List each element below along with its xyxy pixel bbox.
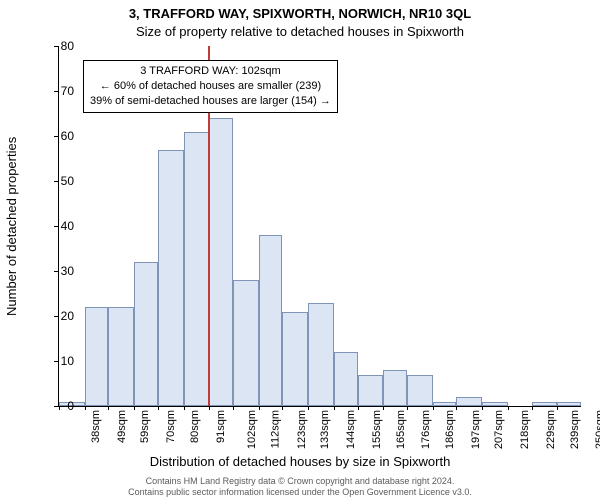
histogram-bar	[209, 118, 233, 406]
footer-line-2: Contains public sector information licen…	[128, 487, 472, 497]
x-tick-label: 59sqm	[139, 410, 151, 443]
x-tick-label: 123sqm	[296, 410, 308, 449]
x-tick-label: 197sqm	[470, 410, 482, 449]
histogram-bar	[433, 402, 457, 407]
title-main: 3, TRAFFORD WAY, SPIXWORTH, NORWICH, NR1…	[0, 6, 600, 21]
y-tick-mark	[54, 136, 58, 137]
x-tick-mark	[407, 406, 408, 410]
x-tick-mark	[532, 406, 533, 410]
x-tick-mark	[433, 406, 434, 410]
x-tick-mark	[508, 406, 509, 410]
x-tick-label: 133sqm	[320, 410, 332, 449]
x-tick-mark	[456, 406, 457, 410]
x-tick-label: 155sqm	[371, 410, 383, 449]
histogram-bar	[85, 307, 109, 406]
x-tick-label: 102sqm	[247, 410, 259, 449]
y-tick-mark	[54, 181, 58, 182]
x-tick-label: 186sqm	[444, 410, 456, 449]
histogram-bar	[407, 375, 433, 407]
y-tick-mark	[54, 406, 58, 407]
x-tick-mark	[134, 406, 135, 410]
x-axis-label: Distribution of detached houses by size …	[0, 454, 600, 469]
x-tick-mark	[158, 406, 159, 410]
y-tick-mark	[54, 361, 58, 362]
x-tick-label: 112sqm	[269, 410, 281, 448]
histogram-bar	[358, 375, 384, 407]
x-tick-mark	[259, 406, 260, 410]
title-sub: Size of property relative to detached ho…	[0, 24, 600, 39]
histogram-bar	[482, 402, 508, 407]
x-tick-label: 70sqm	[165, 410, 177, 443]
x-tick-mark	[233, 406, 234, 410]
x-tick-label: 250sqm	[595, 410, 600, 449]
annotation-line-3: 39% of semi-detached houses are larger (…	[90, 94, 331, 109]
x-tick-mark	[282, 406, 283, 410]
y-tick-mark	[54, 226, 58, 227]
annotation-box: 3 TRAFFORD WAY: 102sqm ← 60% of detached…	[83, 60, 338, 113]
x-tick-label: 91sqm	[215, 410, 227, 443]
x-tick-label: 165sqm	[395, 410, 407, 449]
histogram-bar	[456, 397, 482, 406]
x-tick-mark	[334, 406, 335, 410]
histogram-bar	[158, 150, 184, 407]
x-tick-label: 207sqm	[494, 410, 506, 449]
footer: Contains HM Land Registry data © Crown c…	[0, 476, 600, 498]
x-tick-label: 38sqm	[90, 410, 102, 443]
x-tick-mark	[482, 406, 483, 410]
x-tick-mark	[108, 406, 109, 410]
x-tick-label: 49sqm	[116, 410, 128, 443]
histogram-bar	[134, 262, 158, 406]
x-tick-label: 144sqm	[345, 410, 357, 449]
x-tick-mark	[383, 406, 384, 410]
histogram-bar	[259, 235, 283, 406]
x-tick-mark	[557, 406, 558, 410]
histogram-bar	[233, 280, 259, 406]
x-tick-label: 229sqm	[545, 410, 557, 449]
x-tick-label: 239sqm	[569, 410, 581, 449]
plot-area: 38sqm49sqm59sqm70sqm80sqm91sqm102sqm112s…	[58, 46, 581, 407]
x-tick-label: 176sqm	[421, 410, 433, 449]
y-tick-mark	[54, 46, 58, 47]
footer-line-1: Contains HM Land Registry data © Crown c…	[146, 476, 455, 486]
y-tick-mark	[54, 316, 58, 317]
x-tick-mark	[184, 406, 185, 410]
annotation-line-2: ← 60% of detached houses are smaller (23…	[90, 79, 331, 94]
histogram-bar	[383, 370, 407, 406]
histogram-bar	[532, 402, 558, 407]
x-tick-mark	[85, 406, 86, 410]
histogram-bar	[108, 307, 134, 406]
histogram-bar	[184, 132, 210, 407]
chart-container: 3, TRAFFORD WAY, SPIXWORTH, NORWICH, NR1…	[0, 0, 600, 500]
histogram-bar	[308, 303, 334, 407]
x-tick-mark	[209, 406, 210, 410]
histogram-bar	[282, 312, 308, 407]
y-axis-label: Number of detached properties	[4, 136, 19, 315]
x-tick-label: 218sqm	[519, 410, 531, 449]
x-tick-mark	[358, 406, 359, 410]
histogram-bar	[557, 402, 581, 407]
x-tick-label: 80sqm	[189, 410, 201, 443]
histogram-bar	[334, 352, 358, 406]
annotation-line-1: 3 TRAFFORD WAY: 102sqm	[90, 64, 331, 79]
x-tick-mark	[308, 406, 309, 410]
y-tick-mark	[54, 91, 58, 92]
y-tick-mark	[54, 271, 58, 272]
